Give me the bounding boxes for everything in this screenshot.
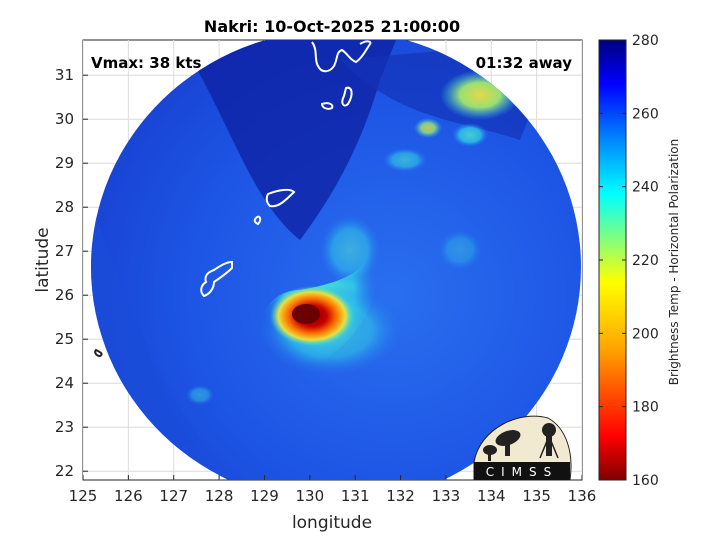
coastline-okinawa [200,260,233,298]
coastline-island-c [265,188,296,208]
coastlines [94,40,372,358]
colorbar-tick-label: 180 [632,400,659,416]
colorbar [598,39,627,481]
x-tick-label: 133 [432,487,461,505]
y-tick-label: 28 [55,198,74,216]
y-tick-label: 29 [55,154,74,172]
colorbar-ticks: 160 180 200 220 240 260 280 [599,33,659,489]
coastline-yonaguni [94,348,103,358]
colorbar-tick-label: 160 [632,473,659,489]
coastline-island-b [320,102,334,110]
y-tick-label: 22 [55,462,74,480]
x-tick-label: 128 [205,487,234,505]
y-axis-label: latitude [33,227,53,292]
y-axis-ticks: 22 23 24 25 26 27 28 29 30 31 [55,66,88,480]
colorbar-tick-label: 260 [632,106,659,122]
y-tick-label: 30 [55,110,74,128]
chart-title: Nakri: 10-Oct-2025 21:00:00 [204,17,460,36]
coastline-island-a [341,86,353,107]
coastline-island-d [253,215,262,226]
colorbar-tick-label: 280 [632,33,659,49]
colorbar-tick-label: 220 [632,253,659,269]
y-tick-label: 31 [55,66,74,84]
coastline-amami [311,40,372,73]
time-away-label: 01:32 away [476,54,573,72]
x-tick-label: 127 [159,487,188,505]
y-tick-label: 26 [55,286,74,304]
y-tick-label: 25 [55,330,74,348]
x-tick-label: 126 [114,487,143,505]
x-axis-ticks: 125 126 127 128 129 130 131 132 133 134 135 136 [69,475,597,505]
x-tick-label: 131 [341,487,370,505]
y-tick-label: 27 [55,242,74,260]
y-tick-label: 24 [55,374,74,392]
y-tick-label: 23 [55,418,74,436]
colorbar-tick-label: 240 [632,180,659,196]
x-tick-label: 134 [477,487,506,505]
x-tick-label: 125 [69,487,98,505]
cimss-logo: CIMSS [473,415,572,481]
x-tick-label: 132 [386,487,415,505]
x-tick-label: 136 [568,487,597,505]
vmax-label: Vmax: 38 kts [91,54,201,72]
x-axis-label: longitude [292,513,372,533]
x-tick-label: 130 [295,487,324,505]
colorbar-tick-label: 200 [632,326,659,342]
colorbar-label: Brightness Temp - Horizontal Polarizatio… [667,139,681,386]
x-tick-label: 129 [250,487,279,505]
x-tick-label: 135 [522,487,551,505]
logo-text: CIMSS [486,465,559,479]
